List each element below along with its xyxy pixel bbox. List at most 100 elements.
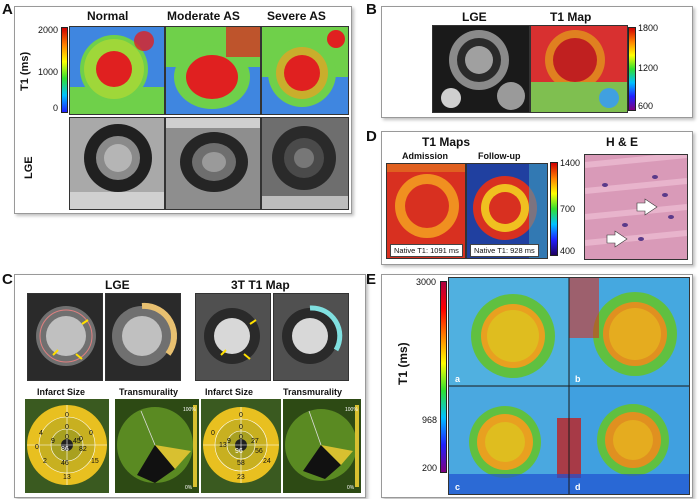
panel-a-t1-normal (69, 26, 165, 115)
panel-a-t1-severe (261, 26, 349, 115)
panel-c-seg-1-5: 0 (89, 430, 93, 437)
panel-c-seg-2-2: 0 (239, 434, 243, 441)
panel-c-seg-1-1: 0 (65, 424, 69, 431)
panel-c-bullseye-1: 0 0 0 4 9 0 0 45 0 86 82 46 13 15 2 (25, 399, 109, 493)
panel-d-scale-max: 1400 (560, 158, 581, 168)
panel-c-seg-1-2: 0 (65, 434, 69, 441)
panel-a-col-title-moderate: Moderate AS (167, 9, 240, 23)
panel-e-colorbar (440, 281, 447, 473)
panel-a: Normal Moderate AS Severe AS T1 (ms) LGE… (14, 6, 352, 214)
panel-c-sub-infarct-1: Infarct Size (37, 387, 86, 397)
panel-e-quadrant-b: b (575, 374, 581, 384)
panel-letter-a: A (2, 1, 13, 18)
panel-a-lge-moderate (165, 117, 261, 210)
panel-b: LGE T1 Map 1800 1200 600 (381, 6, 693, 118)
panel-c-lge-image-2 (105, 293, 181, 381)
panel-c-pct-bottom-2: 0% (347, 485, 355, 491)
panel-d-colorbar (550, 162, 558, 256)
panel-c-seg-1-9: 86 (61, 446, 69, 453)
panel-c-sub-transmurality-2: Transmurality (283, 387, 343, 397)
panel-a-row-label-t1: T1 (ms) (19, 51, 31, 91)
panel-c-pct-top-1: 100% (183, 407, 196, 413)
panel-c-seg-2-7: 96 (235, 448, 243, 455)
panel-letter-d: D (366, 128, 377, 145)
panel-c-seg-1-12: 13 (63, 474, 71, 481)
panel-e-quadrant-c: c (455, 482, 460, 492)
panel-d-note-follow-up: Native T1: 928 ms (470, 244, 539, 257)
panel-c-sub-transmurality-1: Transmurality (119, 387, 179, 397)
panel-c-seg-2-4: 13 (219, 442, 227, 449)
panel-b-t1-map-image (530, 25, 628, 113)
panel-d-title-t1-maps: T1 Maps (422, 135, 471, 149)
panel-c-seg-2-1: 0 (239, 424, 243, 431)
panel-c-t1-image-1 (195, 293, 271, 381)
panel-b-scale-max: 1800 (638, 23, 659, 33)
panel-c-title-3t-t1-map: 3T T1 Map (231, 278, 290, 292)
panel-c-seg-1-14: 2 (43, 458, 47, 465)
panel-c-seg-2-8: 56 (255, 448, 263, 455)
panel-b-title-lge: LGE (462, 10, 487, 24)
panel-c-bullseye-2: 0 0 0 0 13 9 27 96 56 58 24 23 (201, 399, 281, 493)
panel-letter-b: B (366, 1, 377, 18)
panel-c-transmurality-2: 100% 0% (283, 399, 361, 493)
panel-d-sub-admission: Admission (402, 151, 449, 161)
panel-c-seg-1-8: 0 (35, 444, 39, 451)
panel-c-lge-image-1 (27, 293, 103, 381)
panel-c-title-lge: LGE (105, 278, 130, 292)
panel-d-scale-mid: 700 (560, 204, 576, 214)
panel-e-scale-min: 200 (422, 463, 438, 473)
panel-b-scale-min: 600 (638, 101, 654, 111)
panel-c-seg-1-10: 82 (79, 446, 87, 453)
panel-c-pct-bottom-1: 0% (185, 485, 193, 491)
panel-c-seg-1-11: 46 (61, 460, 69, 467)
panel-c-seg-2-10: 24 (263, 458, 271, 465)
panel-e-axis-label: T1 (ms) (396, 342, 410, 385)
panel-b-scale-mid: 1200 (638, 63, 659, 73)
panel-e-quadrant-d: d (575, 482, 581, 492)
panel-c-seg-1-3: 4 (39, 430, 43, 437)
panel-e-scale-max: 3000 (416, 277, 437, 287)
panel-d-title-he: H & E (606, 135, 639, 149)
panel-d-t1-follow-up (466, 163, 548, 259)
panel-b-lge-image (432, 25, 530, 113)
panel-e-quadrant-a: a (455, 374, 461, 384)
panel-a-col-title-severe: Severe AS (267, 9, 326, 23)
panel-c-pct-top-2: 100% (345, 407, 358, 413)
panel-e-scale-mid: 968 (422, 415, 438, 425)
panel-a-colorbar (61, 27, 68, 113)
panel-a-row-label-lge: LGE (23, 156, 35, 179)
panel-d-sub-follow-up: Follow-up (478, 151, 521, 161)
panel-d: T1 Maps H & E Admission Follow-up Native… (381, 131, 693, 265)
panel-c-t1-image-2 (273, 293, 349, 381)
panel-a-scale-mid: 1000 (38, 67, 59, 77)
panel-a-scale-min: 0 (53, 103, 59, 113)
panel-c-seg-2-11: 23 (237, 474, 245, 481)
panel-b-title-t1-map: T1 Map (550, 10, 592, 24)
panel-c: LGE 3T T1 Map Infarct Size Transmurality… (14, 274, 366, 498)
panel-a-scale-max: 2000 (38, 25, 59, 35)
panel-d-t1-admission (386, 163, 466, 259)
panel-letter-e: E (366, 271, 377, 288)
panel-a-t1-moderate (165, 26, 261, 115)
panel-e: T1 (ms) 3000 968 200 a b c d (381, 274, 693, 498)
panel-c-sub-infarct-2: Infarct Size (205, 387, 254, 397)
panel-a-col-title-normal: Normal (87, 9, 129, 23)
panel-a-lge-normal (69, 117, 165, 210)
panel-d-he-histology (584, 154, 688, 260)
panel-d-note-admission: Native T1: 1091 ms (390, 244, 463, 257)
panel-a-lge-severe (261, 117, 349, 210)
panel-c-seg-1-6: 0 (79, 436, 83, 443)
panel-c-seg-2-3: 0 (211, 430, 215, 437)
panel-letter-c: C (2, 271, 13, 288)
panel-c-transmurality-1: 100% 0% (115, 399, 199, 493)
panel-c-seg-2-9: 58 (237, 460, 245, 467)
panel-c-seg-2-0: 0 (239, 412, 243, 419)
panel-c-seg-1-0: 0 (65, 412, 69, 419)
panel-b-colorbar (628, 27, 636, 111)
panel-c-seg-1-13: 15 (91, 458, 99, 465)
panel-c-seg-2-6: 27 (251, 438, 259, 445)
panel-c-seg-1-4: 9 (51, 438, 55, 445)
panel-d-scale-min: 400 (560, 246, 576, 256)
panel-e-t1-map-grid: a b c d (448, 277, 690, 495)
panel-c-seg-2-5: 9 (227, 438, 231, 445)
